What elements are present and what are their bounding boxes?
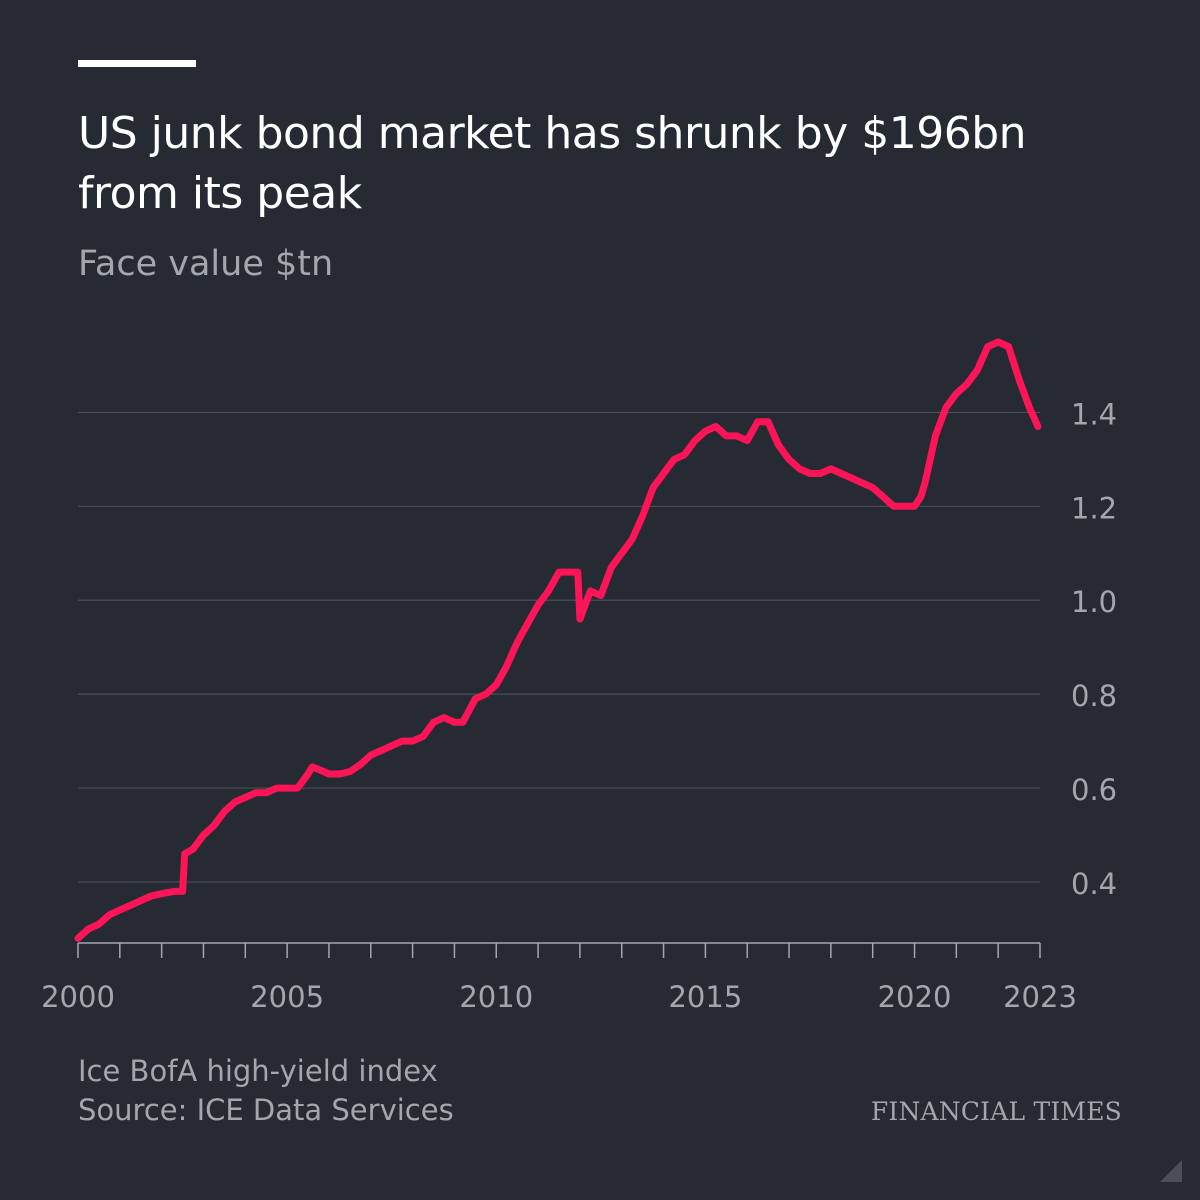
- x-tick-label: 2023: [1003, 980, 1077, 1014]
- y-tick-label: 0.6: [1071, 773, 1117, 807]
- y-tick-label: 0.8: [1071, 679, 1117, 713]
- financial-times-logo: FINANCIAL TIMES: [870, 1097, 1122, 1126]
- x-tick-label: 2015: [668, 980, 742, 1014]
- x-tick-label: 2005: [250, 980, 324, 1014]
- corner-fold-icon: [1160, 1160, 1182, 1182]
- top-rule: [78, 60, 196, 67]
- y-tick-label: 1.2: [1071, 491, 1117, 525]
- y-tick-label: 0.4: [1071, 867, 1117, 901]
- x-tick-label: 2020: [878, 980, 952, 1014]
- x-tick-label: 2000: [41, 980, 115, 1014]
- y-tick-label: 1.0: [1071, 585, 1117, 619]
- source-note: Source: ICE Data Services: [78, 1093, 454, 1127]
- index-note: Ice BofA high-yield index: [78, 1054, 438, 1088]
- chart-subtitle: Face value $tn: [78, 244, 334, 284]
- y-tick-label: 1.4: [1071, 397, 1117, 431]
- chart-title: US junk bond market has shrunk by $196bn…: [78, 108, 1027, 219]
- series-line-face-value: [74, 338, 1042, 942]
- x-tick-label: 2010: [459, 980, 533, 1014]
